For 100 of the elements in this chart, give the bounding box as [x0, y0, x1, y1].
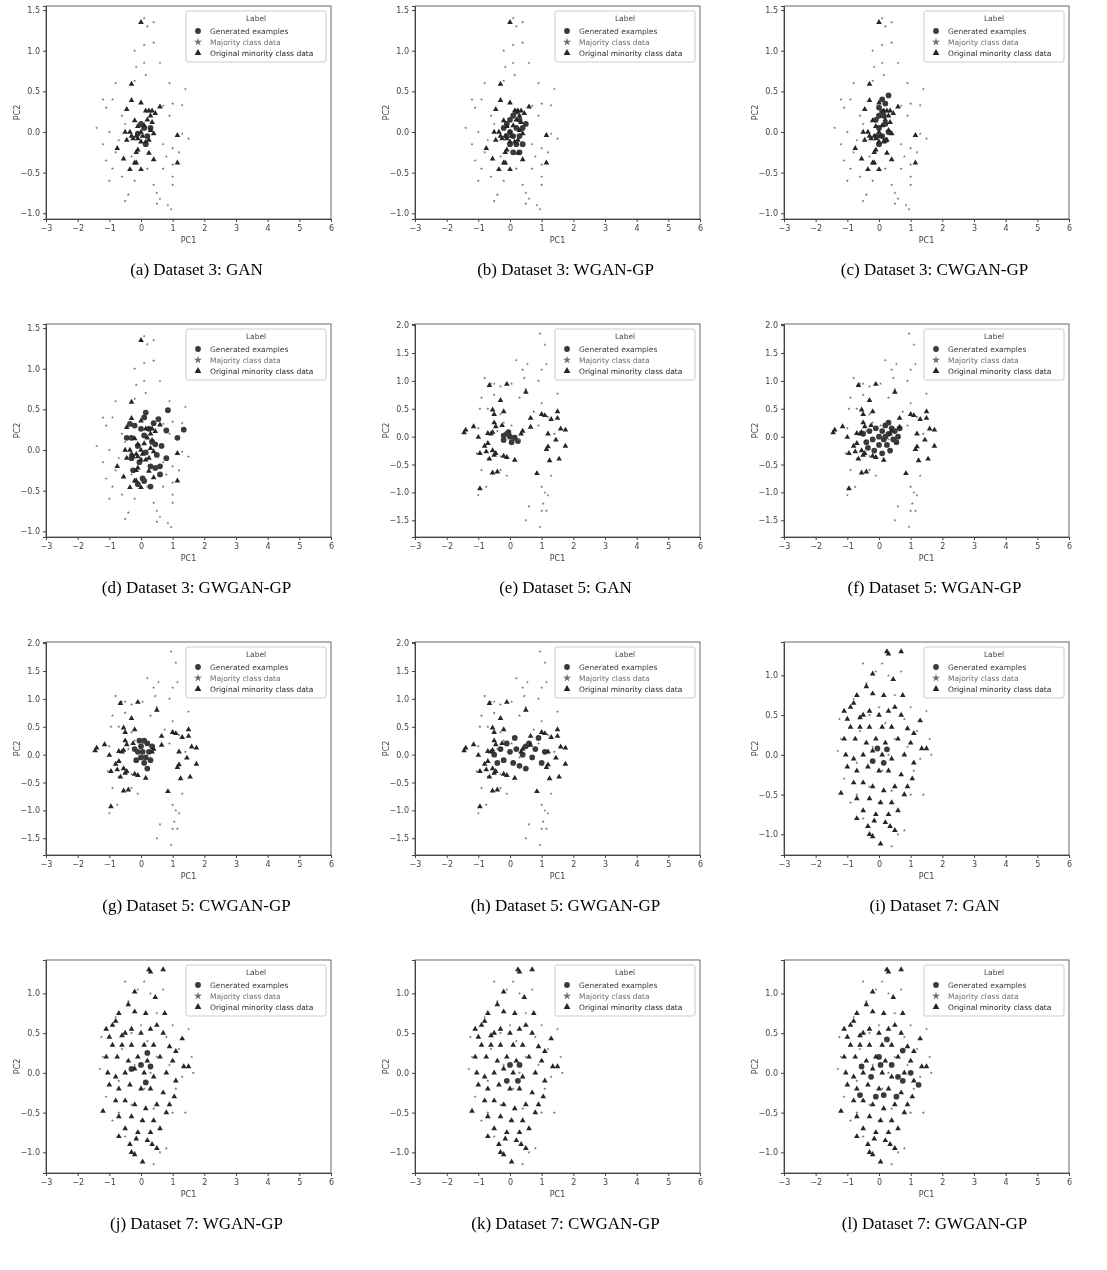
y-axis-title: PC2: [382, 740, 391, 757]
y-tick-label: 0.5: [396, 404, 409, 414]
y-tick-label: 0.5: [27, 405, 40, 415]
x-tick-label: 6: [697, 223, 704, 233]
x-tick-label: 4: [1003, 223, 1009, 233]
y-tick-label: −1.0: [20, 527, 40, 537]
x-tick-label: 2: [202, 859, 208, 869]
x-tick-label: −3: [409, 223, 422, 233]
x-tick-label: −2: [810, 859, 823, 869]
x-tick-label: −2: [441, 1177, 454, 1187]
y-tick-label: 1.0: [27, 989, 40, 999]
y-tick-label: 0.5: [396, 722, 409, 732]
y-axis-title: PC2: [13, 104, 22, 121]
x-tick-label: −3: [409, 1177, 422, 1187]
x-tick-label: 0: [138, 859, 145, 869]
x-tick-label: −2: [441, 223, 454, 233]
x-tick-label: 3: [233, 541, 240, 551]
y-tick-label: 1.0: [765, 671, 778, 681]
y-tick-label: −0.5: [758, 790, 778, 800]
y-tick-label: 0.5: [765, 87, 778, 97]
x-tick-label: 4: [265, 223, 271, 233]
y-tick-label: −0.5: [20, 778, 40, 788]
x-tick-label: 4: [265, 1177, 271, 1187]
text: (g) Dataset 5: CWGAN-GP: [102, 896, 291, 915]
y-tick-label: −1.0: [20, 1148, 40, 1158]
x-tick-label: 5: [297, 223, 303, 233]
x-tick-label: −2: [72, 541, 85, 551]
text: (d) Dataset 3: GWGAN-GP: [101, 578, 292, 597]
x-axis-title: PC1: [918, 236, 935, 245]
x-tick-label: 5: [1035, 541, 1041, 551]
y-tick-label: −0.5: [389, 460, 409, 470]
x-tick-label: 6: [328, 223, 335, 233]
y-axis-title: PC2: [751, 740, 760, 757]
y-axis-title: PC2: [13, 740, 22, 757]
y-tick-label: 2.0: [765, 321, 778, 331]
x-tick-label: −1: [472, 859, 485, 869]
x-tick-label: 0: [507, 859, 514, 869]
y-tick-label: 1.0: [396, 46, 409, 56]
text: (k) Dataset 7: CWGAN-GP: [471, 1214, 660, 1233]
y-tick-label: 1.5: [27, 667, 40, 677]
x-tick-label: 0: [138, 1177, 145, 1187]
x-tick-label: −1: [472, 541, 485, 551]
y-tick-label: 1.0: [27, 364, 40, 374]
x-tick-label: 6: [328, 541, 335, 551]
y-tick-label: −0.5: [20, 1108, 40, 1118]
x-tick-label: 6: [328, 859, 335, 869]
y-axis-title: PC2: [382, 104, 391, 121]
x-axis-title: PC1: [918, 554, 935, 563]
x-tick-label: 2: [940, 859, 946, 869]
y-tick-label: −1.5: [20, 834, 40, 844]
y-tick-label: 1.0: [27, 694, 40, 704]
x-tick-label: 3: [602, 859, 609, 869]
x-tick-label: 5: [297, 859, 303, 869]
x-tick-label: 1: [539, 541, 545, 551]
x-axis-title: PC1: [918, 872, 935, 881]
x-tick-label: 0: [507, 1177, 514, 1187]
y-tick-label: −1.0: [20, 209, 40, 219]
x-tick-label: −2: [441, 541, 454, 551]
x-tick-label: 5: [1035, 1177, 1041, 1187]
x-tick-label: 0: [138, 541, 145, 551]
x-axis-title: PC1: [549, 1190, 566, 1199]
y-tick-label: 1.5: [765, 6, 778, 16]
text: (e) Dataset 5: GAN: [499, 578, 632, 597]
text: (l) Dataset 7: GWGAN-GP: [841, 1214, 1028, 1233]
y-tick-label: 0.0: [765, 432, 778, 442]
x-tick-label: 2: [571, 859, 577, 869]
x-tick-label: 0: [876, 859, 883, 869]
y-tick-label: 2.0: [396, 639, 409, 649]
x-tick-label: 4: [1003, 1177, 1009, 1187]
x-tick-label: 0: [876, 541, 883, 551]
y-tick-label: −1.0: [389, 488, 409, 498]
y-tick-label: −1.0: [389, 209, 409, 219]
x-tick-label: 2: [571, 541, 577, 551]
x-tick-label: −1: [472, 1177, 485, 1187]
y-tick-label: 1.0: [765, 376, 778, 386]
y-tick-label: −1.5: [389, 516, 409, 526]
x-tick-label: −3: [40, 541, 53, 551]
y-tick-label: 1.0: [27, 46, 40, 56]
x-tick-label: −2: [810, 541, 823, 551]
x-axis-title: PC1: [918, 1190, 935, 1199]
text: (f) Dataset 5: WGAN-GP: [847, 578, 1022, 597]
x-tick-label: 4: [634, 859, 640, 869]
x-tick-label: 5: [666, 859, 672, 869]
x-tick-label: 3: [602, 541, 609, 551]
x-tick-label: −3: [40, 223, 53, 233]
x-tick-label: −1: [103, 223, 116, 233]
y-tick-label: 1.5: [765, 349, 778, 359]
y-tick-label: 0.5: [765, 404, 778, 414]
y-tick-label: 0.0: [27, 750, 40, 760]
x-tick-label: 2: [940, 1177, 946, 1187]
x-tick-label: 2: [571, 223, 577, 233]
x-tick-label: 1: [908, 859, 914, 869]
x-tick-label: 3: [602, 1177, 609, 1187]
x-tick-label: 6: [697, 1177, 704, 1187]
y-tick-label: −1.0: [758, 830, 778, 840]
x-tick-label: 5: [666, 1177, 672, 1187]
x-tick-label: 2: [202, 541, 208, 551]
x-tick-label: 2: [571, 1177, 577, 1187]
y-tick-label: −1.5: [758, 516, 778, 526]
x-tick-label: 3: [602, 223, 609, 233]
